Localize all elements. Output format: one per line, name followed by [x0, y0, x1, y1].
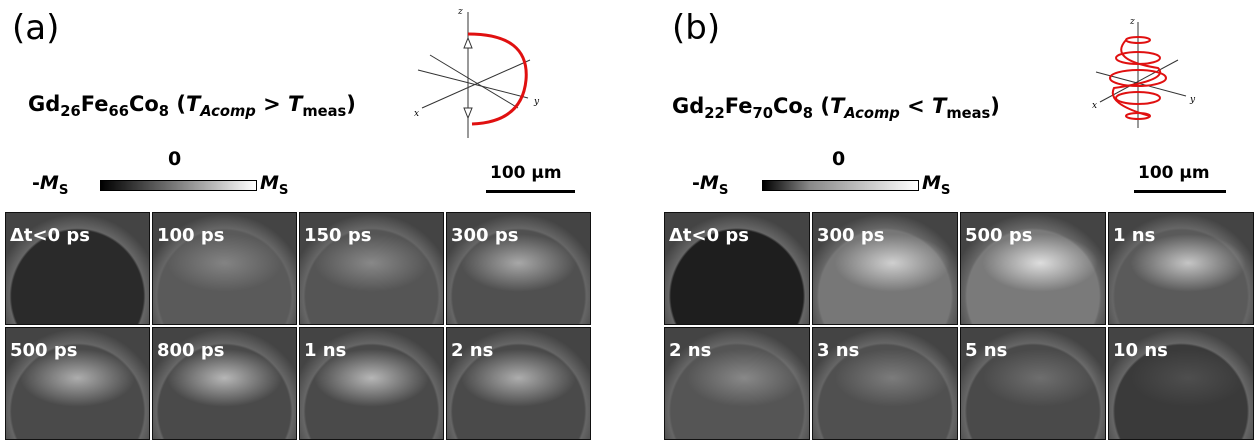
text-run: T: [288, 92, 302, 116]
frame-time-label: 300 ps: [451, 225, 518, 246]
panel-label: (b): [672, 8, 720, 48]
text-run: Fe: [725, 94, 753, 118]
formula: Gd22Fe70Co8 (TAcomp < Tmeas): [672, 94, 1000, 122]
image-frame: 2 ns: [664, 327, 810, 440]
colorbar-right: MS: [922, 172, 951, 198]
image-frame: 150 ps: [299, 212, 444, 325]
axis-label-y: y: [1189, 95, 1196, 105]
text-run: (: [813, 94, 830, 118]
scale-bar: [1134, 190, 1226, 193]
formula: Gd26Fe66Co8 (TAcomp > Tmeas): [28, 92, 356, 120]
image-frame: 300 ps: [446, 212, 591, 325]
text-run: >: [256, 92, 288, 116]
axis-y: [418, 70, 528, 98]
text-run: Acomp: [844, 105, 900, 122]
axis-label-y: y: [533, 97, 540, 107]
frame-time-label: 1 ns: [304, 340, 346, 361]
text-run: M: [922, 172, 941, 194]
page: (a)Gd26Fe66Co8 (TAcomp > Tmeas)0-MSMS100…: [0, 0, 1260, 441]
frame-time-label: 800 ps: [157, 340, 224, 361]
frame-time-label: 300 ps: [817, 225, 884, 246]
text-run: M: [700, 172, 719, 194]
frame-time-label: Δt<0 ps: [10, 225, 90, 246]
text-run: ): [346, 92, 356, 116]
text-run: <: [900, 94, 932, 118]
text-run: Co: [773, 94, 803, 118]
axis-x: [422, 60, 530, 108]
text-run: 70: [752, 105, 772, 122]
text-run: 22: [704, 105, 724, 122]
axis-label-z: z: [457, 7, 463, 17]
text-run: S: [719, 183, 729, 198]
image-frame: 500 ps: [5, 327, 150, 440]
image-frame: 2 ns: [446, 327, 591, 440]
frame-time-label: 10 ns: [1113, 340, 1168, 361]
frame-time-label: 150 ps: [304, 225, 371, 246]
text-run: T: [830, 94, 844, 118]
panel-label: (a): [12, 8, 59, 48]
text-run: 26: [60, 103, 80, 120]
colorbar-right: MS: [260, 172, 289, 198]
frame-time-label: 500 ps: [10, 340, 77, 361]
image-frame: Δt<0 ps: [5, 212, 150, 325]
precession-arc: [468, 34, 526, 124]
text-run: meas: [946, 105, 990, 122]
axis-label-z: z: [1129, 17, 1135, 27]
text-run: M: [40, 172, 59, 194]
image-frame: 500 ps: [960, 212, 1106, 325]
text-run: Acomp: [200, 103, 256, 120]
text-run: (: [169, 92, 186, 116]
text-run: 8: [803, 105, 813, 122]
text-run: M: [260, 172, 279, 194]
axis-label-x: x: [414, 109, 419, 119]
image-frame: 5 ns: [960, 327, 1106, 440]
text-run: S: [59, 183, 69, 198]
axis-label-x: x: [1092, 101, 1097, 111]
image-frame: 3 ns: [812, 327, 958, 440]
colorbar: [762, 180, 919, 191]
frame-time-label: 500 ps: [965, 225, 1032, 246]
image-frame: Δt<0 ps: [664, 212, 810, 325]
frame-time-label: 3 ns: [817, 340, 859, 361]
colorbar: [100, 180, 257, 191]
text-run: S: [279, 183, 289, 198]
text-run: -: [692, 172, 700, 194]
text-run: Co: [129, 92, 159, 116]
colorbar-center: 0: [168, 148, 181, 170]
colorbar-center: 0: [832, 148, 845, 170]
text-run: T: [186, 92, 200, 116]
colorbar-left: -MS: [692, 172, 728, 198]
magnetization-diagram: z x y: [400, 0, 550, 140]
scale-bar-label: 100 μm: [1138, 163, 1210, 183]
frame-time-label: 1 ns: [1113, 225, 1155, 246]
text-run: Gd: [28, 92, 60, 116]
scale-bar-label: 100 μm: [490, 163, 562, 183]
image-frame: 1 ns: [299, 327, 444, 440]
text-run: 66: [108, 103, 128, 120]
arrow-up: [464, 38, 472, 48]
frame-time-label: Δt<0 ps: [669, 225, 749, 246]
arrow-down: [464, 108, 472, 118]
image-frame: 800 ps: [152, 327, 297, 440]
text-run: -: [32, 172, 40, 194]
frame-time-label: 2 ns: [451, 340, 493, 361]
image-frame: 1 ns: [1108, 212, 1254, 325]
image-frame: 100 ps: [152, 212, 297, 325]
image-frame: 10 ns: [1108, 327, 1254, 440]
text-run: 8: [159, 103, 169, 120]
magnetization-diagram: z x y: [1078, 0, 1228, 140]
axis-diag: [430, 55, 518, 108]
text-run: T: [932, 94, 946, 118]
text-run: meas: [302, 103, 346, 120]
frame-time-label: 5 ns: [965, 340, 1007, 361]
scale-bar: [486, 190, 575, 193]
image-frame: 300 ps: [812, 212, 958, 325]
text-run: Fe: [81, 92, 109, 116]
frame-time-label: 100 ps: [157, 225, 224, 246]
colorbar-left: -MS: [32, 172, 68, 198]
text-run: ): [990, 94, 1000, 118]
text-run: S: [941, 183, 951, 198]
frame-time-label: 2 ns: [669, 340, 711, 361]
text-run: Gd: [672, 94, 704, 118]
